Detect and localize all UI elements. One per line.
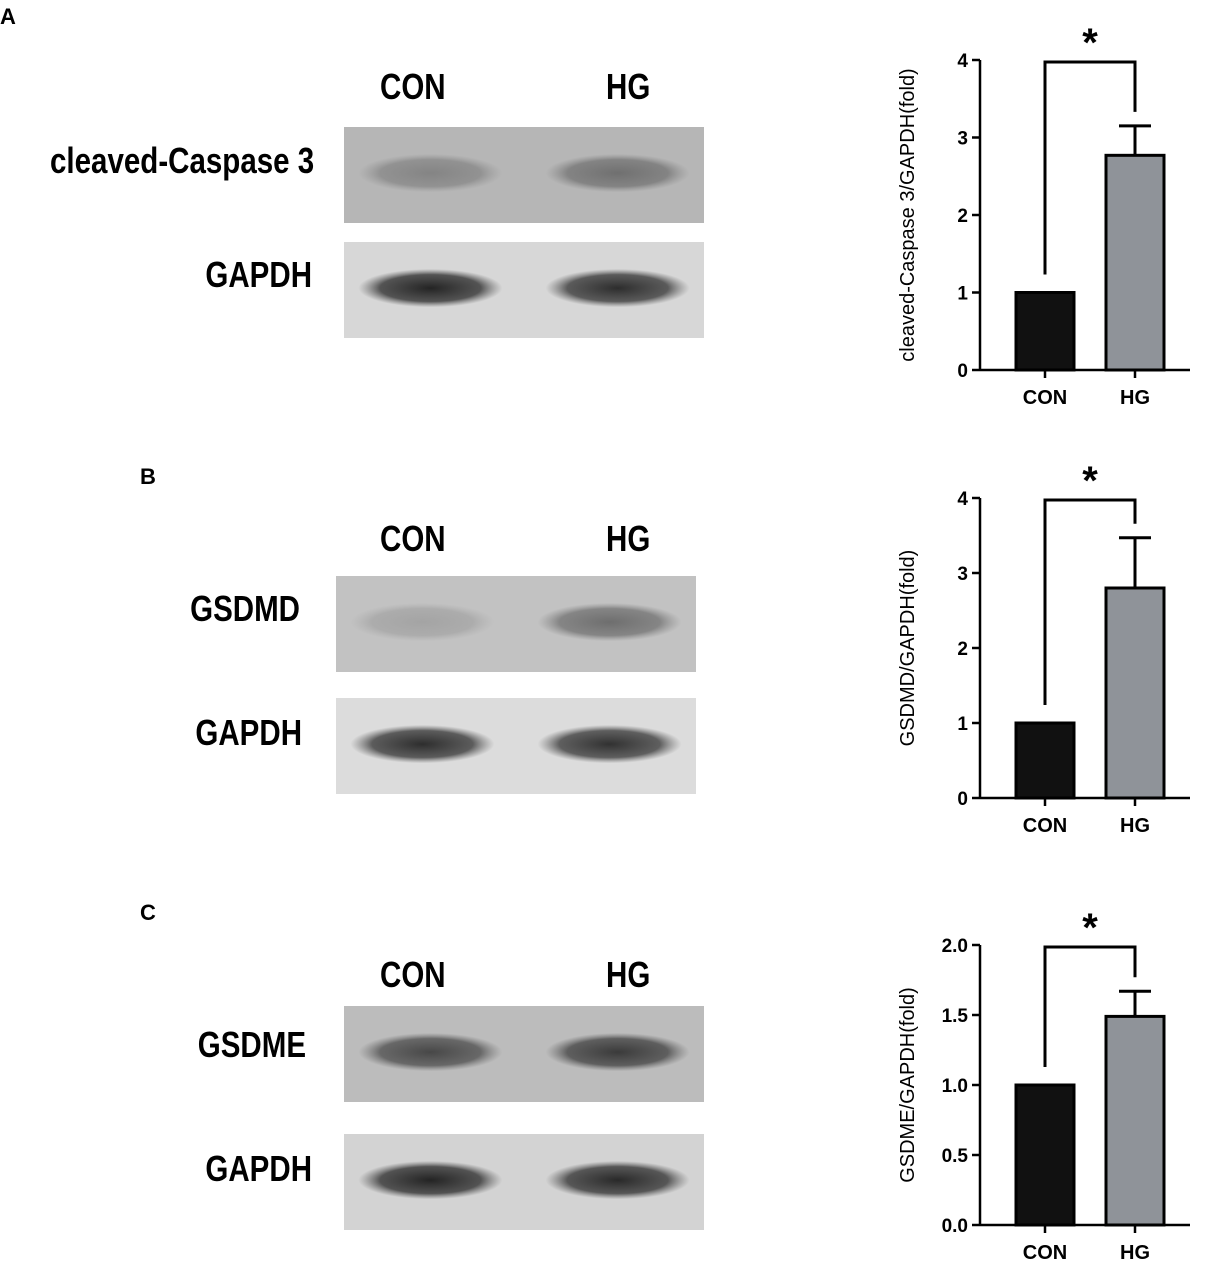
bar-hg [1104,1014,1166,1227]
significance-bracket [1043,945,1137,1067]
y-tick-label: 2.0 [942,936,968,957]
western-blot [344,1006,704,1102]
band-con [358,268,503,308]
y-tick-label: 1.5 [942,1006,969,1027]
band-con [358,1160,503,1200]
y-tick-label: 1 [957,714,968,735]
western-blot [344,127,704,223]
y-tick-label: 0.0 [942,1216,968,1237]
blot-label: cleaved-Caspase 3 [49,140,314,181]
blot-label: GAPDH [205,1148,312,1189]
y-axis-label: GSDMD/GAPDH(fold) [897,550,919,747]
bar-con [1014,721,1076,800]
y-tick-label: 2 [957,206,968,227]
blot-label: GSDMD [190,588,300,629]
western-blot [344,1134,704,1230]
bar-hg [1104,153,1166,372]
significance-bracket [1043,498,1137,705]
chart-svg: GSDMD/GAPDH(fold) 0 1 2 3 4 CON HG * [897,459,1190,837]
y-tick-label: 1 [957,284,968,305]
band-hg [545,1032,690,1072]
band-hg [545,268,690,308]
bar-hg [1104,586,1166,800]
band-con [358,153,503,193]
significance-marker: * [1082,21,1098,65]
x-tick-label: HG [1120,815,1150,837]
chart-svg: cleaved-Caspase 3/GAPDH(fold) 0 1 2 3 4 CON HG * [897,21,1190,409]
lane-label-con: CON [380,954,446,995]
y-tick-label: 1.0 [942,1076,968,1097]
y-axis-label: GSDME/GAPDH(fold) [897,987,919,1183]
blot-image [358,153,690,193]
band-hg [537,602,682,642]
lane-label-hg: HG [606,66,651,107]
y-tick-label: 4 [957,51,968,72]
bar-chart-a: cleaved-Caspase 3/GAPDH(fold) 0 1 2 3 4 CON HG * [880,10,1200,420]
y-tick-label: 0 [957,789,968,810]
blot-image [358,1160,690,1200]
x-tick-label: HG [1120,1242,1150,1264]
lane-label-con: CON [380,518,446,559]
western-blot [344,242,704,338]
blot-label: GAPDH [195,712,302,753]
y-axis-label: cleaved-Caspase 3/GAPDH(fold) [897,68,919,361]
western-blot [336,698,696,794]
x-tick-label: CON [1023,1242,1067,1264]
blot-image [350,602,682,642]
blot-image [358,1032,690,1072]
significance-bracket [1043,60,1137,275]
y-tick-label: 2 [957,639,968,660]
bar-chart-b: GSDMD/GAPDH(fold) 0 1 2 3 4 CON HG * [880,448,1200,848]
blot-image [358,268,690,308]
panel-letter-a: A [0,4,16,29]
bar-con [1014,1083,1076,1227]
bar-chart-c: GSDME/GAPDH(fold) 0.0 0.5 1.0 1.5 2.0 CON HG * [880,895,1200,1275]
western-blot [336,576,696,672]
lane-label-hg: HG [606,954,651,995]
chart-svg: GSDME/GAPDH(fold) 0.0 0.5 1.0 1.5 2.0 CON HG * [897,906,1190,1264]
lane-label-con: CON [380,66,446,107]
y-tick-label: 4 [957,489,968,510]
significance-marker: * [1082,906,1098,950]
blot-label: GAPDH [205,254,312,295]
panel-letter-b: B [140,464,156,489]
bar-con [1014,291,1076,372]
band-con [358,1032,503,1072]
x-tick-label: CON [1023,387,1067,409]
blot-label: GSDME [197,1024,306,1065]
band-hg [545,153,690,193]
blot-image [350,724,682,764]
x-tick-label: CON [1023,815,1067,837]
x-tick-label: HG [1120,387,1150,409]
panel-letter-c: C [140,900,156,925]
band-hg [545,1160,690,1200]
band-con [350,724,495,764]
y-tick-label: 0 [957,361,968,382]
y-tick-label: 3 [957,129,968,150]
y-tick-label: 0.5 [942,1146,969,1167]
band-con [350,602,495,642]
band-hg [537,724,682,764]
y-tick-label: 3 [957,564,968,585]
lane-label-hg: HG [606,518,651,559]
significance-marker: * [1082,459,1098,503]
